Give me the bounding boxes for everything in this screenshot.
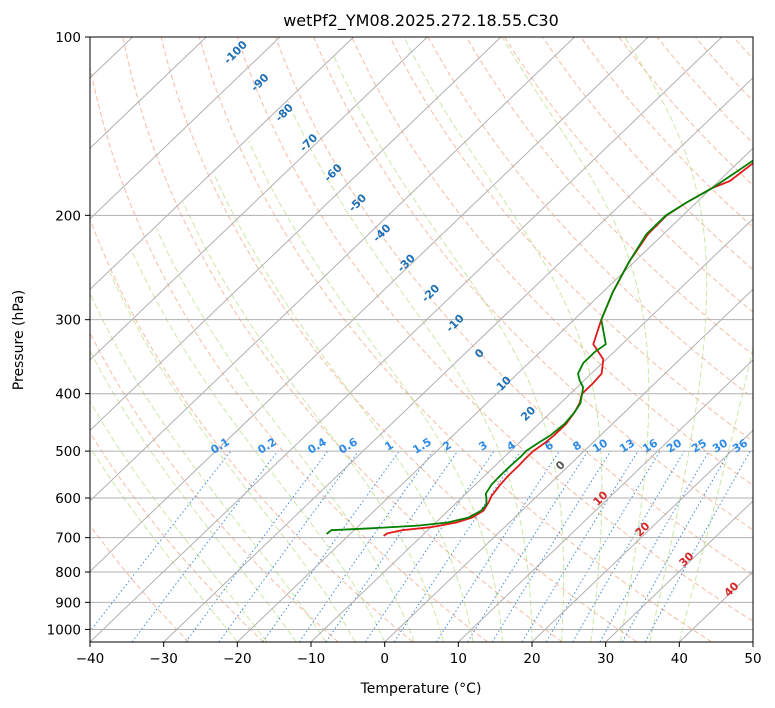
isotherm-line xyxy=(90,37,281,220)
isotherm-line xyxy=(90,37,723,642)
y-tick-label: 800 xyxy=(55,565,81,581)
moist-adiabat-line xyxy=(182,201,445,642)
y-tick-label: 200 xyxy=(55,208,81,224)
mixing-ratio-line xyxy=(325,450,459,642)
isotherm-line xyxy=(90,37,354,291)
x-tick-label: −30 xyxy=(149,651,178,667)
moist-adiabat-line xyxy=(131,251,386,642)
x-tick-label: 40 xyxy=(671,651,688,667)
moist-adiabat-line xyxy=(90,400,268,642)
mixing-ratio-line xyxy=(621,450,730,642)
isotherm-line xyxy=(310,218,753,642)
isotherm-line xyxy=(90,37,649,573)
x-tick-label: 30 xyxy=(597,651,614,667)
isotherm-line xyxy=(90,37,207,149)
mixing-ratio-line xyxy=(599,450,710,642)
x-tick-label: −40 xyxy=(76,651,105,667)
moist-adiabat-line xyxy=(286,100,533,642)
isotherm-line xyxy=(384,288,753,642)
dry-adiabat-line xyxy=(122,37,563,642)
mixing-ratio-line xyxy=(491,450,612,642)
isotherm-line xyxy=(457,359,753,642)
moist-adiabat-line xyxy=(213,173,474,642)
mixing-ratio-line xyxy=(435,450,560,642)
isotherm-line xyxy=(90,37,428,361)
x-axis-ticks: −40 −30 −20 −10 0 10 20 30 40 50 xyxy=(76,642,762,667)
mixing-ratio-lines xyxy=(90,450,751,642)
dry-adiabat-line xyxy=(389,37,753,442)
y-axis-ticks: 100 200 300 400 500 600 700 800 900 1000 xyxy=(47,30,90,638)
moist-adiabat-line xyxy=(109,272,356,642)
isotherm-line xyxy=(605,500,753,642)
mixing-ratio-line xyxy=(298,450,434,642)
mixing-ratio-line xyxy=(185,450,329,642)
skewed-isotherms xyxy=(90,37,753,642)
dry-adiabat-line xyxy=(90,64,488,642)
isotherm-line xyxy=(531,429,753,642)
dry-adiabat-line xyxy=(465,37,753,356)
dewpoint-profile-line xyxy=(326,159,753,535)
y-tick-label: 1000 xyxy=(47,622,81,638)
isotherm-line xyxy=(90,37,575,502)
x-axis-label: Temperature (°C) xyxy=(360,681,482,697)
y-tick-label: 400 xyxy=(55,387,81,403)
mixing-ratio-line xyxy=(364,450,495,642)
isotherm-line xyxy=(236,147,753,642)
moist-adiabat-line xyxy=(403,37,603,642)
y-tick-label: 300 xyxy=(55,313,81,329)
plot-frame xyxy=(89,36,754,643)
moist-adiabat-line xyxy=(501,37,650,642)
x-tick-label: 10 xyxy=(450,651,467,667)
x-tick-label: 50 xyxy=(744,651,761,667)
y-tick-label: 700 xyxy=(55,531,81,547)
mixing-ratio-line xyxy=(521,450,639,642)
y-axis-label: Pressure (hPa) xyxy=(11,290,27,390)
y-tick-label: 900 xyxy=(55,595,81,611)
moist-adiabat-line xyxy=(155,227,415,642)
moist-adiabats xyxy=(90,37,753,642)
isotherm-line xyxy=(90,37,502,432)
moist-adiabat-line xyxy=(90,292,327,642)
chart-title: wetPf2_YM08.2025.272.18.55.C30 xyxy=(283,11,559,31)
moist-adiabat-line xyxy=(90,446,238,642)
isobar-grid xyxy=(90,37,753,630)
dry-adiabat-line xyxy=(90,431,264,642)
x-tick-label: 20 xyxy=(523,651,540,667)
x-tick-label: −20 xyxy=(223,651,252,667)
x-tick-label: 0 xyxy=(380,651,389,667)
dry-adiabat-line xyxy=(90,217,414,642)
y-tick-label: 600 xyxy=(55,491,81,507)
mixing-ratio-line xyxy=(262,450,400,642)
plot-area: -100-90-80-70-60-50-40-30-20-10010200102… xyxy=(90,37,753,642)
profile-series xyxy=(326,159,753,537)
moist-adiabat-line xyxy=(624,37,708,642)
mixing-ratio-line xyxy=(218,450,360,642)
y-tick-label: 100 xyxy=(55,30,81,46)
dry-adiabat-line xyxy=(160,37,638,642)
dry-adiabat-line xyxy=(504,37,753,313)
x-tick-label: −10 xyxy=(297,651,326,667)
isotherm-line xyxy=(163,77,753,642)
moist-adiabat-line xyxy=(333,56,565,642)
y-tick-label: 500 xyxy=(55,444,81,460)
dry-adiabat-line xyxy=(90,524,190,642)
